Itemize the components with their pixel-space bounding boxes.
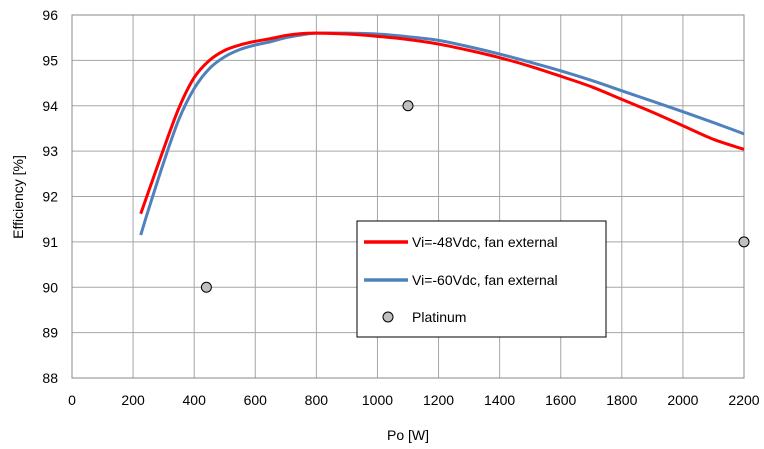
x-tick-label: 0 [68, 392, 76, 408]
y-tick-label: 91 [42, 234, 58, 250]
legend-label-platinum: Platinum [412, 309, 466, 325]
y-tick-labels: 88 89 90 91 92 93 94 95 96 [42, 7, 58, 386]
x-tick-label: 400 [183, 392, 207, 408]
x-tick-label: 200 [121, 392, 145, 408]
x-tick-labels: 0 200 400 600 800 1000 1200 1400 1600 1800 2000 220… [68, 392, 760, 408]
x-tick-label: 600 [244, 392, 268, 408]
platinum-marker [200, 281, 212, 293]
plot-area-border [71, 14, 745, 379]
x-tick-label: 2000 [667, 392, 698, 408]
y-tick-label: 89 [42, 325, 58, 341]
x-tick-label: 1200 [423, 392, 454, 408]
y-tick-label: 90 [42, 279, 58, 295]
y-tick-label: 93 [42, 143, 58, 159]
legend-label-60v: Vi=-60Vdc, fan external [412, 272, 558, 288]
platinum-markers [200, 100, 750, 293]
platinum-marker [738, 236, 750, 248]
series-line-1 [139, 31, 745, 236]
y-axis-title: Efficiency [%] [10, 155, 26, 239]
legend-label-48v: Vi=-48Vdc, fan external [412, 234, 558, 250]
y-tick-label: 92 [42, 189, 58, 205]
y-tick-label: 88 [42, 370, 58, 386]
x-axis-title: Po [W] [387, 427, 429, 443]
legend-marker-platinum [382, 311, 394, 323]
series-line-0 [139, 31, 745, 215]
platinum-marker [402, 100, 414, 112]
y-tick-label: 94 [42, 98, 58, 114]
legend: Vi=-48Vdc, fan external Vi=-60Vdc, fan e… [356, 220, 607, 338]
x-tick-label: 2200 [728, 392, 759, 408]
series-lines [139, 31, 745, 236]
x-tick-label: 1600 [545, 392, 576, 408]
x-tick-label: 1000 [362, 392, 393, 408]
y-tick-label: 95 [42, 52, 58, 68]
x-tick-label: 1800 [606, 392, 637, 408]
x-tick-label: 1400 [484, 392, 515, 408]
y-tick-label: 96 [42, 7, 58, 23]
x-tick-label: 800 [305, 392, 329, 408]
